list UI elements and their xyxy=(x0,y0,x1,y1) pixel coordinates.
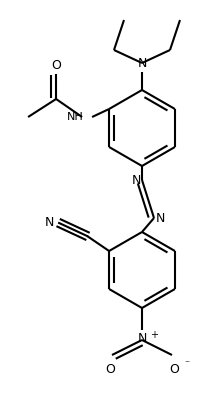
Text: N: N xyxy=(137,332,147,345)
Text: N: N xyxy=(45,217,54,230)
Text: O: O xyxy=(51,59,61,72)
Text: N: N xyxy=(155,211,165,224)
Text: N: N xyxy=(131,173,141,187)
Text: O: O xyxy=(169,363,179,376)
Text: ⁻: ⁻ xyxy=(184,359,189,369)
Text: NH: NH xyxy=(67,112,84,122)
Text: O: O xyxy=(105,363,115,376)
Text: +: + xyxy=(150,330,158,340)
Text: N: N xyxy=(137,57,147,70)
